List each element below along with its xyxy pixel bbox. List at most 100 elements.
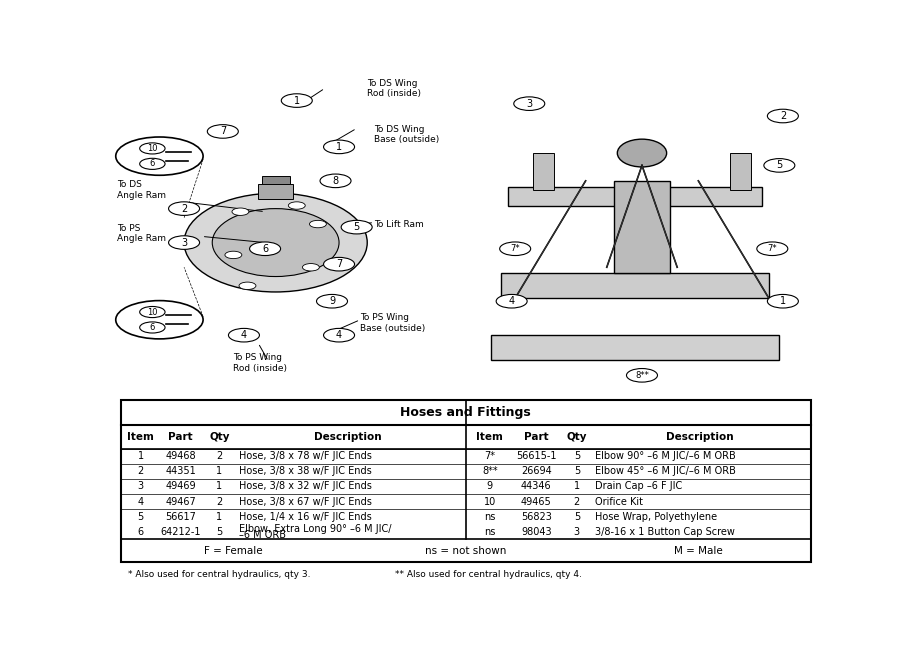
Text: Hose, 3/8 x 32 w/F JIC Ends: Hose, 3/8 x 32 w/F JIC Ends — [239, 482, 372, 492]
Text: 2: 2 — [181, 203, 187, 214]
Text: 8**: 8** — [482, 467, 497, 476]
Circle shape — [232, 208, 249, 215]
Text: * Also used for central hydraulics, qty 3.: * Also used for central hydraulics, qty … — [127, 570, 310, 579]
Circle shape — [140, 143, 165, 154]
Text: 1: 1 — [780, 296, 786, 306]
Circle shape — [281, 94, 313, 107]
Text: 56617: 56617 — [165, 512, 196, 522]
Text: 56615-1: 56615-1 — [516, 451, 556, 461]
Circle shape — [324, 140, 355, 154]
Text: 1: 1 — [574, 482, 580, 492]
Circle shape — [303, 264, 319, 271]
FancyBboxPatch shape — [491, 335, 779, 360]
Text: 6: 6 — [137, 527, 144, 537]
Circle shape — [115, 137, 203, 175]
Circle shape — [496, 294, 527, 308]
Text: Hose, 3/8 x 38 w/F JIC Ends: Hose, 3/8 x 38 w/F JIC Ends — [239, 467, 372, 476]
Text: Item: Item — [127, 432, 155, 442]
Text: 10: 10 — [147, 144, 157, 153]
Text: 49467: 49467 — [165, 497, 196, 507]
Text: Hoses and Fittings: Hoses and Fittings — [401, 407, 531, 419]
Text: To DS
Angle Ram: To DS Angle Ram — [117, 180, 166, 200]
Text: 6: 6 — [262, 243, 268, 254]
Text: 5: 5 — [574, 451, 580, 461]
Text: 8**: 8** — [635, 371, 649, 380]
Text: 4: 4 — [336, 330, 342, 340]
Text: 98043: 98043 — [521, 527, 552, 537]
Circle shape — [626, 368, 657, 382]
Text: 3: 3 — [526, 99, 533, 109]
Circle shape — [168, 202, 200, 215]
Text: 10: 10 — [147, 307, 157, 316]
Text: 1: 1 — [336, 142, 342, 152]
Circle shape — [764, 159, 794, 172]
Text: 26694: 26694 — [521, 467, 552, 476]
Circle shape — [239, 282, 256, 290]
Text: Part: Part — [524, 432, 549, 442]
Circle shape — [767, 294, 798, 308]
Text: 5: 5 — [137, 512, 144, 522]
Text: Qty: Qty — [209, 432, 230, 442]
Text: 5: 5 — [776, 161, 783, 170]
Text: 5: 5 — [574, 467, 580, 476]
Text: 10: 10 — [484, 497, 496, 507]
Text: Qty: Qty — [566, 432, 587, 442]
Text: To PS Wing
Rod (inside): To PS Wing Rod (inside) — [234, 353, 287, 372]
Text: Part: Part — [168, 432, 193, 442]
Text: 2: 2 — [216, 451, 223, 461]
Text: 5: 5 — [574, 512, 580, 522]
Circle shape — [225, 251, 242, 259]
Text: 49469: 49469 — [165, 482, 195, 492]
Circle shape — [767, 109, 798, 123]
Text: 44351: 44351 — [165, 467, 196, 476]
Text: 6: 6 — [150, 159, 155, 168]
Text: 2: 2 — [780, 111, 786, 121]
FancyBboxPatch shape — [262, 176, 290, 184]
Text: 7: 7 — [220, 126, 226, 136]
Circle shape — [250, 242, 281, 255]
FancyBboxPatch shape — [614, 181, 670, 274]
Text: Elbow 90° –6 M JIC/–6 M ORB: Elbow 90° –6 M JIC/–6 M ORB — [594, 451, 735, 461]
Text: F = Female: F = Female — [205, 546, 263, 556]
Circle shape — [140, 322, 165, 333]
FancyBboxPatch shape — [501, 274, 769, 298]
Ellipse shape — [213, 209, 339, 276]
Circle shape — [140, 159, 165, 169]
Text: 7: 7 — [336, 259, 342, 269]
Text: M = Male: M = Male — [674, 546, 723, 556]
Text: 1: 1 — [216, 482, 223, 492]
FancyBboxPatch shape — [258, 184, 294, 199]
Text: 56823: 56823 — [521, 512, 552, 522]
Ellipse shape — [617, 139, 666, 167]
Text: 2: 2 — [574, 497, 580, 507]
Circle shape — [309, 220, 326, 228]
Text: 7*: 7* — [510, 244, 520, 253]
Circle shape — [288, 202, 305, 209]
Circle shape — [324, 328, 355, 342]
Text: 4: 4 — [509, 296, 514, 306]
Text: ns: ns — [484, 527, 495, 537]
FancyBboxPatch shape — [730, 153, 751, 190]
Text: Elbow, Extra Long 90° –6 M JIC/: Elbow, Extra Long 90° –6 M JIC/ — [239, 524, 392, 534]
Text: Hose Wrap, Polyethylene: Hose Wrap, Polyethylene — [594, 512, 717, 522]
Circle shape — [341, 220, 372, 234]
Text: –6 M ORB: –6 M ORB — [239, 530, 286, 540]
Circle shape — [207, 124, 238, 138]
Text: Item: Item — [476, 432, 504, 442]
FancyBboxPatch shape — [533, 153, 554, 190]
Text: 5: 5 — [354, 222, 360, 232]
FancyBboxPatch shape — [508, 187, 762, 205]
Circle shape — [324, 257, 355, 271]
Text: 7*: 7* — [484, 451, 495, 461]
Text: Hose, 1/4 x 16 w/F JIC Ends: Hose, 1/4 x 16 w/F JIC Ends — [239, 512, 372, 522]
Text: Description: Description — [314, 432, 382, 442]
Circle shape — [140, 307, 165, 318]
Circle shape — [168, 236, 200, 249]
Text: 5: 5 — [216, 527, 223, 537]
Text: 7*: 7* — [767, 244, 777, 253]
Circle shape — [228, 328, 259, 342]
Circle shape — [757, 242, 788, 255]
Text: 49465: 49465 — [521, 497, 552, 507]
Text: Drain Cap –6 F JIC: Drain Cap –6 F JIC — [594, 482, 682, 492]
Text: To Lift Ram: To Lift Ram — [375, 220, 424, 228]
